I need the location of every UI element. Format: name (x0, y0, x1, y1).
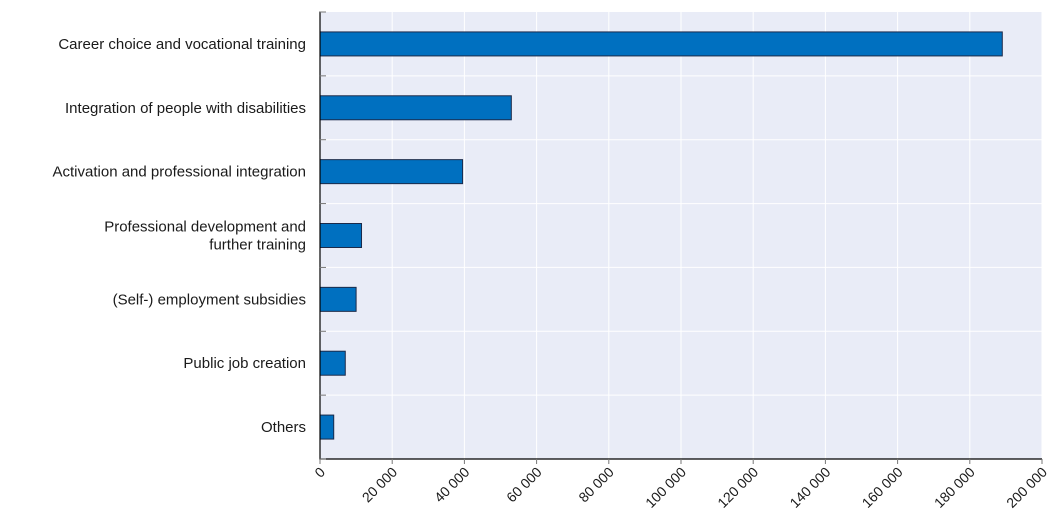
x-tick-label: 100 000 (642, 464, 689, 511)
bar (319, 31, 1003, 57)
category-label: Public job creation (183, 355, 306, 372)
x-tick-label: 80 000 (575, 464, 617, 506)
bar (319, 350, 346, 376)
x-tick-label: 180 000 (931, 464, 978, 511)
x-tick-label: 40 000 (431, 464, 473, 506)
bar (319, 286, 357, 312)
x-tick-label: 0 (311, 464, 328, 481)
category-label: Integration of people with disabilities (65, 100, 306, 117)
bar (319, 223, 363, 248)
bar (319, 95, 512, 121)
x-tick-label: 120 000 (714, 464, 761, 511)
bar (319, 414, 335, 440)
category-label: Activation and professional integration (53, 164, 307, 181)
x-tick-label: 140 000 (786, 464, 833, 511)
x-tick-labels: 0 20 000 40 000 60 000 80 000 100 000 120 000 1… (311, 464, 1050, 511)
category-labels: Career choice and vocational training Int… (53, 36, 307, 436)
x-tick-label: 200 000 (1003, 464, 1050, 511)
axes (319, 11, 1043, 464)
category-label: Career choice and vocational training (58, 36, 306, 53)
x-tick-label: 20 000 (359, 464, 401, 506)
category-label: Professional development and further trai… (104, 219, 306, 254)
x-tick-label: 60 000 (503, 464, 545, 506)
gridlines (320, 12, 1043, 459)
bars (319, 31, 1003, 440)
bar (319, 159, 464, 185)
x-tick-label: 160 000 (859, 464, 906, 511)
category-label: Others (261, 419, 306, 436)
category-label: (Self-) employment subsidies (113, 291, 306, 308)
